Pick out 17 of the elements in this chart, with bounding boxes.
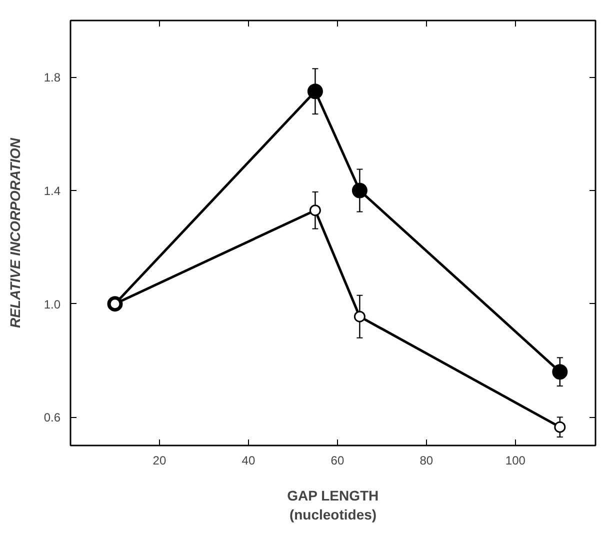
y-tick-label: 1.4 [44, 184, 61, 198]
x-tick-label: 60 [330, 454, 344, 468]
point [354, 310, 366, 322]
y-tick-label: 1.8 [44, 70, 61, 85]
x-tick-label: 40 [242, 454, 256, 468]
x-tick-label: 20 [152, 454, 166, 468]
y-tick-label: 0.6 [44, 410, 61, 425]
x-axis-title: GAP LENGTH (nucleotides) [287, 488, 379, 523]
point [554, 421, 566, 433]
point [309, 204, 321, 216]
x-tick-label: 80 [420, 454, 434, 468]
point [552, 364, 568, 380]
y-tick-label: 1.0 [44, 297, 61, 312]
point [352, 182, 368, 198]
x-tick-label: 100 [505, 454, 526, 468]
point [307, 84, 323, 100]
y-axis-title: RELATIVE INCORPORATION [6, 137, 23, 328]
